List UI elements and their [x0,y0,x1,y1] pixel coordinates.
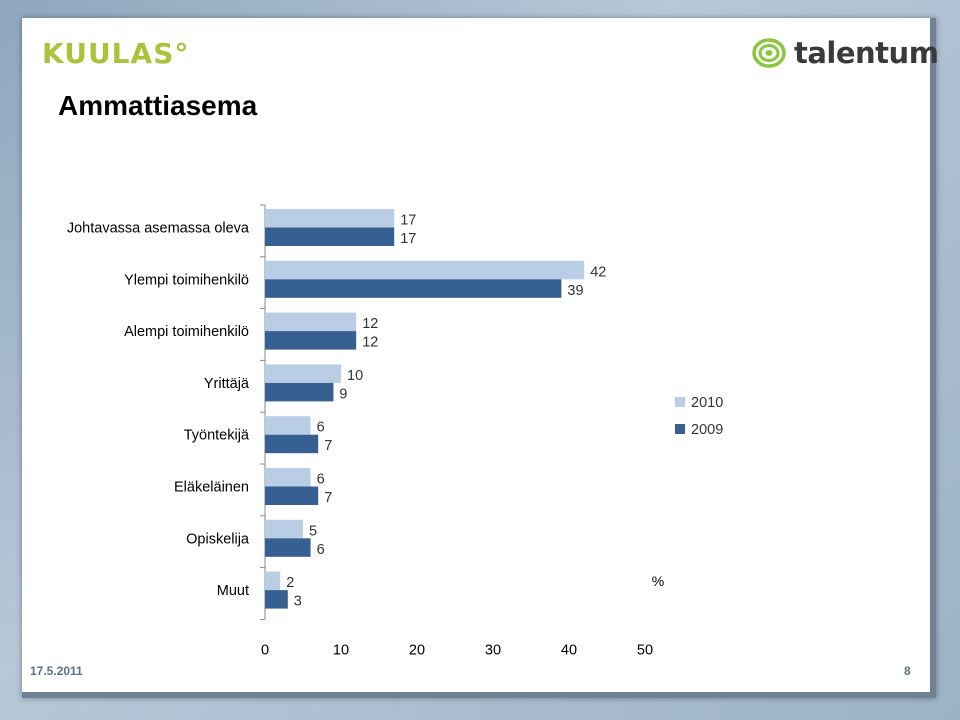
category-label: Muut [217,583,249,599]
slide: KUULAS° talentum Ammattiasema Johtavassa… [22,18,939,698]
data-label-2010: 42 [590,264,606,280]
category-label: Yrittäjä [204,376,250,392]
bar-2010 [265,364,341,383]
category-label: Opiskelija [186,531,250,547]
legend-label-2009: 2009 [691,422,723,438]
data-label-2009: 7 [324,438,332,454]
category-label: Johtavassa asemassa oleva [67,221,250,237]
bar-2009 [265,486,319,505]
data-label-2009: 39 [567,283,583,299]
data-label-2009: 9 [339,386,347,402]
x-tick-label: 10 [333,642,349,658]
page-number: 8 [904,664,911,678]
page-title: Ammattiasema [58,90,258,121]
data-label-2010: 2 [286,575,294,591]
unit-label: % [652,573,664,589]
data-label-2010: 6 [317,420,325,436]
legend-swatch-2009 [675,424,685,434]
legend-label-2010: 2010 [691,395,723,411]
bar-2009 [265,382,334,402]
bar-2010 [265,312,357,332]
data-label-2009: 6 [317,542,325,558]
bar-2009 [265,434,319,454]
kuulas-logo-text: KUULAS° [42,37,189,68]
bar-2010 [265,571,281,591]
data-label-2009: 7 [324,490,332,506]
data-label-2010: 5 [309,523,317,539]
category-label: Työntekijä [184,428,250,444]
bar-2009 [265,279,562,298]
data-label-2009: 3 [294,594,302,610]
category-label: Alempi toimihenkilö [124,324,249,340]
x-tick-label: 20 [409,642,425,658]
data-label-2009: 17 [400,231,416,247]
data-label-2010: 10 [347,368,363,384]
bar-2010 [265,519,303,539]
x-tick-label: 40 [561,642,577,658]
bar-2010 [265,209,395,228]
data-label-2010: 6 [317,472,325,488]
bar-2010 [265,468,311,487]
legend-swatch-2010 [675,397,685,407]
talentum-spiral-icon [752,38,786,68]
data-label-2010: 12 [362,316,378,332]
bar-2010 [265,260,585,280]
kuulas-logo: KUULAS° [42,34,192,73]
talentum-logo: talentum [752,36,939,70]
data-label-2010: 17 [400,213,416,229]
bar-2010 [265,416,311,435]
x-tick-label: 30 [485,642,501,658]
x-tick-label: 50 [637,642,653,658]
category-label: Ylempi toimihenkilö [124,272,249,288]
data-label-2009: 12 [362,335,378,351]
bar-2009 [265,538,311,557]
footer-date: 17.5.2011 [30,664,83,678]
category-label: Eläkeläinen [174,480,249,496]
bar-chart: Johtavassa asemassa oleva 17 17 Ylempi toim… [67,204,723,658]
bar-2009 [265,590,288,609]
x-tick-label: 0 [261,642,269,658]
bar-2009 [265,331,357,350]
talentum-logo-text: talentum [794,36,939,70]
bar-2009 [265,227,395,246]
